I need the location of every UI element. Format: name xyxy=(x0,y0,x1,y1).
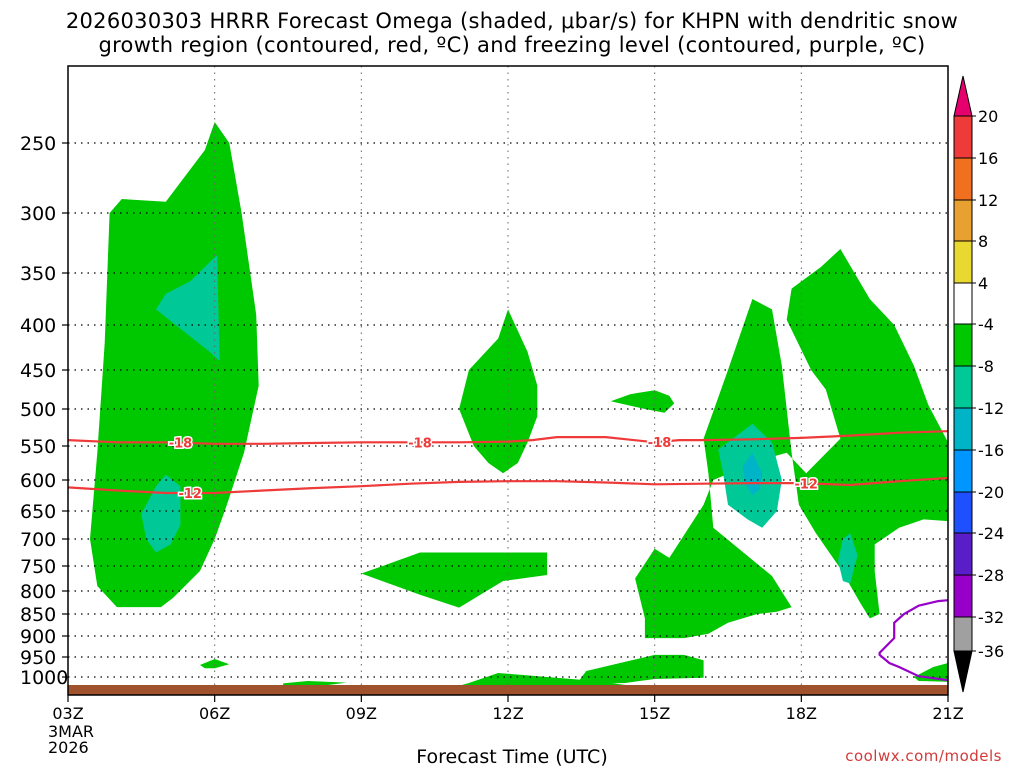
colorbar-swatch xyxy=(953,240,973,284)
y-tick-label: 600 xyxy=(20,470,56,492)
site-credit: coolwx.com/models xyxy=(845,747,1002,765)
colorbar-label: 20 xyxy=(978,107,998,126)
ground-band xyxy=(68,685,948,695)
y-tick-label: 850 xyxy=(20,604,56,626)
colorbar-label: 4 xyxy=(978,274,988,293)
omega-region-0-4 xyxy=(635,249,948,639)
omega-region-0-0 xyxy=(90,122,259,608)
omega-region-0-1 xyxy=(459,309,538,474)
omega-region-0-2 xyxy=(361,552,548,608)
colorbar-swatch xyxy=(953,532,973,576)
omega-region-0-3 xyxy=(610,390,675,413)
x-tick-label: 21Z xyxy=(932,704,963,723)
colorbar-label: 16 xyxy=(978,149,998,168)
colorbar-label: -28 xyxy=(978,566,1004,585)
colorbar-label: -36 xyxy=(978,642,1004,661)
colorbar-swatch xyxy=(953,365,973,409)
isotherm-label: -18 xyxy=(648,436,672,451)
colorbar-swatch xyxy=(953,574,973,618)
isotherm-line-1 xyxy=(68,476,948,495)
colorbar-label: -4 xyxy=(978,315,994,334)
y-tick-label: 800 xyxy=(20,581,56,603)
y-tick-label: 900 xyxy=(20,626,56,648)
isotherm-label: -12 xyxy=(178,487,202,502)
omega-region-1-0 xyxy=(156,255,220,361)
isotherm-label: -18 xyxy=(169,437,193,452)
chart-title-line1: 2026030303 HRRR Forecast Omega (shaded, … xyxy=(65,9,959,33)
colorbar-swatch xyxy=(953,115,973,159)
x-tick-label: 03Z xyxy=(52,704,83,723)
isotherm-label: -12 xyxy=(794,477,818,492)
y-tick-label: 950 xyxy=(20,647,56,669)
chart-title-line2: growth region (contoured, red, ºC) and f… xyxy=(98,33,926,57)
isotherm-line-0 xyxy=(68,430,948,445)
x-tick-label: 06Z xyxy=(199,704,230,723)
colorbar-bottom-arrow xyxy=(953,650,973,693)
x-date-line1: 3MAR xyxy=(48,722,95,741)
colorbar-swatch xyxy=(953,449,973,493)
colorbar-swatch xyxy=(953,616,973,652)
x-tick-label: 15Z xyxy=(639,704,670,723)
omega-region-0-8 xyxy=(200,659,230,669)
x-tick-label: 18Z xyxy=(786,704,817,723)
omega-region-1-3 xyxy=(838,533,858,584)
colorbar-label: -16 xyxy=(978,441,1004,460)
x-tick-label: 09Z xyxy=(346,704,377,723)
y-tick-label: 300 xyxy=(20,203,56,225)
y-tick-label: 1000 xyxy=(20,667,68,689)
y-tick-label: 550 xyxy=(20,436,56,458)
colorbar-label: -20 xyxy=(978,483,1004,502)
colorbar-swatch xyxy=(953,199,973,242)
omega-region-2-0 xyxy=(742,452,763,496)
colorbar-label: -24 xyxy=(978,524,1004,543)
colorbar-swatch xyxy=(953,491,973,534)
colorbar-swatch xyxy=(953,157,973,201)
y-tick-label: 400 xyxy=(20,315,56,337)
colorbar-swatch xyxy=(953,282,973,325)
x-date-line2: 2026 xyxy=(48,738,89,757)
x-tick-label: 12Z xyxy=(492,704,523,723)
y-tick-label: 750 xyxy=(20,556,56,578)
omega-region-0-7 xyxy=(283,681,347,686)
colorbar-label: -8 xyxy=(978,357,994,376)
y-tick-label: 350 xyxy=(20,263,56,285)
colorbar-swatch xyxy=(953,407,973,451)
isotherm-label: -18 xyxy=(408,436,432,451)
colorbar-top-arrow xyxy=(953,75,973,117)
y-tick-label: 700 xyxy=(20,529,56,551)
colorbar-label: -32 xyxy=(978,608,1004,627)
y-tick-label: 500 xyxy=(20,399,56,421)
y-tick-label: 450 xyxy=(20,360,56,382)
y-tick-label: 250 xyxy=(20,133,56,155)
colorbar-label: 8 xyxy=(978,232,988,251)
colorbar-label: -12 xyxy=(978,399,1004,418)
omega-region-0-6 xyxy=(459,673,626,686)
colorbar-label: 12 xyxy=(978,191,998,210)
x-axis-title: Forecast Time (UTC) xyxy=(416,746,608,768)
colorbar-swatch xyxy=(953,323,973,367)
y-tick-label: 650 xyxy=(20,501,56,523)
isotherm-line-2 xyxy=(878,599,948,682)
